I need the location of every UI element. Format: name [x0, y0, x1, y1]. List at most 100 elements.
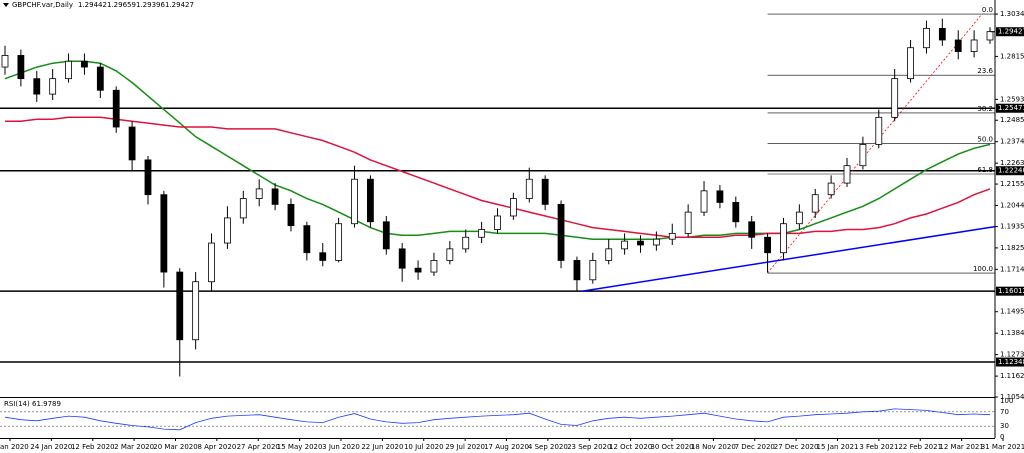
- rsi-tick-label: 100: [1000, 397, 1013, 405]
- candle-body: [335, 223, 343, 261]
- last-price-label: 1.29427: [998, 28, 1024, 36]
- candle-body: [859, 144, 867, 167]
- candle-body: [303, 225, 311, 254]
- candle-body: [748, 221, 756, 238]
- candle-body: [938, 27, 946, 41]
- candle-body: [462, 236, 470, 250]
- y-tick-label: 1.23740: [1000, 138, 1024, 146]
- candle-body: [208, 242, 215, 283]
- candle-body: [351, 178, 358, 225]
- trendline: [581, 225, 996, 292]
- rsi-tick-label: 0: [1000, 433, 1004, 441]
- candle-body: [176, 271, 184, 341]
- y-tick-label: 1.30340: [1000, 10, 1024, 18]
- candle-body: [96, 66, 104, 91]
- candle-body: [17, 55, 25, 80]
- y-tick-label: 1.21550: [1000, 180, 1024, 188]
- x-tick-label: 12 Oct 2020: [609, 443, 652, 451]
- candle-body: [684, 211, 692, 234]
- candle-body: [557, 203, 565, 261]
- menu-arrow: [3, 3, 9, 7]
- x-tick-label: 6 Jan 2020: [0, 443, 29, 451]
- rsi-tick-label: 30: [1000, 422, 1009, 430]
- candle-body: [509, 198, 517, 217]
- rsi-value: 61.9789: [32, 400, 61, 408]
- x-tick-label: 7 Dec 2020: [735, 443, 775, 451]
- y-tick-label: 1.13840: [1000, 329, 1024, 337]
- candle-body: [271, 188, 279, 205]
- candle-body: [224, 217, 231, 244]
- y-tick-label: 1.17140: [1000, 265, 1024, 273]
- y-tick-label: 1.10540: [1000, 393, 1024, 401]
- candle-body: [144, 159, 152, 196]
- x-tick-label: 12 Mar 2021: [939, 443, 983, 451]
- candle-body: [907, 47, 914, 80]
- candle-body: [128, 126, 136, 161]
- candle-body: [827, 182, 835, 196]
- fib-label: 100.0: [973, 265, 993, 273]
- x-tick-label: 27 Apr 2020: [237, 443, 280, 451]
- level-label: 1.16012: [998, 287, 1024, 295]
- level-label-box: [996, 286, 1024, 296]
- x-tick-label: 15 May 2020: [277, 443, 323, 451]
- candle-body: [494, 215, 501, 230]
- x-tick-label: 20 Mar 2020: [153, 443, 197, 451]
- last-price-box: [996, 27, 1024, 37]
- y-tick-label: 1.11620: [1000, 372, 1024, 380]
- candle-body: [573, 260, 581, 281]
- candle-body: [367, 178, 374, 223]
- candle-body: [700, 190, 708, 213]
- candle-body: [589, 260, 597, 281]
- x-tick-label: 22 Jun 2020: [361, 443, 403, 451]
- candle-body: [732, 202, 740, 223]
- candle-body: [478, 229, 486, 238]
- x-tick-label: 15 Jan 2021: [817, 443, 859, 451]
- candle-body: [319, 252, 327, 261]
- x-tick-label: 31 Mar 2021: [981, 443, 1024, 451]
- candle-body: [414, 267, 422, 273]
- x-tick-label: 2 Mar 2020: [114, 443, 154, 451]
- candle-body: [716, 190, 724, 203]
- candle-body: [160, 194, 168, 273]
- fib-diagonal: [767, 13, 983, 274]
- x-tick-label: 3 Feb 2021: [859, 443, 898, 451]
- x-tick-label: 10 Jul 2020: [404, 443, 444, 451]
- candle-body: [398, 248, 406, 269]
- y-tick-label: 1.25930: [1000, 95, 1024, 103]
- candle-body: [525, 178, 533, 199]
- candle-body: [986, 31, 994, 41]
- chart-title: GBPCHF.var,Daily: [12, 1, 73, 9]
- rsi-label: RSI(14): [4, 400, 30, 408]
- candle-body: [954, 39, 962, 52]
- moving-average: [5, 116, 991, 238]
- rsi-tick-label: 70: [1000, 408, 1009, 416]
- candle-body: [382, 221, 390, 250]
- y-tick-label: 1.20440: [1000, 202, 1024, 210]
- candle-body: [637, 240, 644, 246]
- candle-body: [875, 116, 883, 145]
- header-value: 1.29659: [107, 1, 136, 9]
- x-tick-label: 23 Sep 2020: [567, 443, 611, 451]
- candle-body: [192, 281, 200, 341]
- candle-body: [605, 248, 613, 261]
- candle-body: [446, 248, 454, 261]
- y-tick-label: 1.14950: [1000, 308, 1024, 316]
- candle-body: [239, 198, 247, 219]
- fib-label: 23.6: [977, 67, 993, 75]
- header-value: 1.29427: [165, 1, 194, 9]
- candle-body: [112, 89, 120, 128]
- candle-body: [764, 236, 771, 254]
- x-tick-label: 29 Jul 2020: [445, 443, 485, 451]
- candle-body: [541, 178, 549, 205]
- candle-body: [811, 194, 819, 213]
- level-label-box: [996, 103, 1024, 113]
- candle-body: [970, 39, 978, 52]
- candle-body: [33, 78, 41, 95]
- fib-label: 50.0: [977, 135, 993, 143]
- x-tick-label: 12 Feb 2020: [71, 443, 115, 451]
- header-value: 1.29442: [78, 1, 107, 9]
- candle-body: [65, 60, 72, 80]
- candle-body: [255, 188, 263, 199]
